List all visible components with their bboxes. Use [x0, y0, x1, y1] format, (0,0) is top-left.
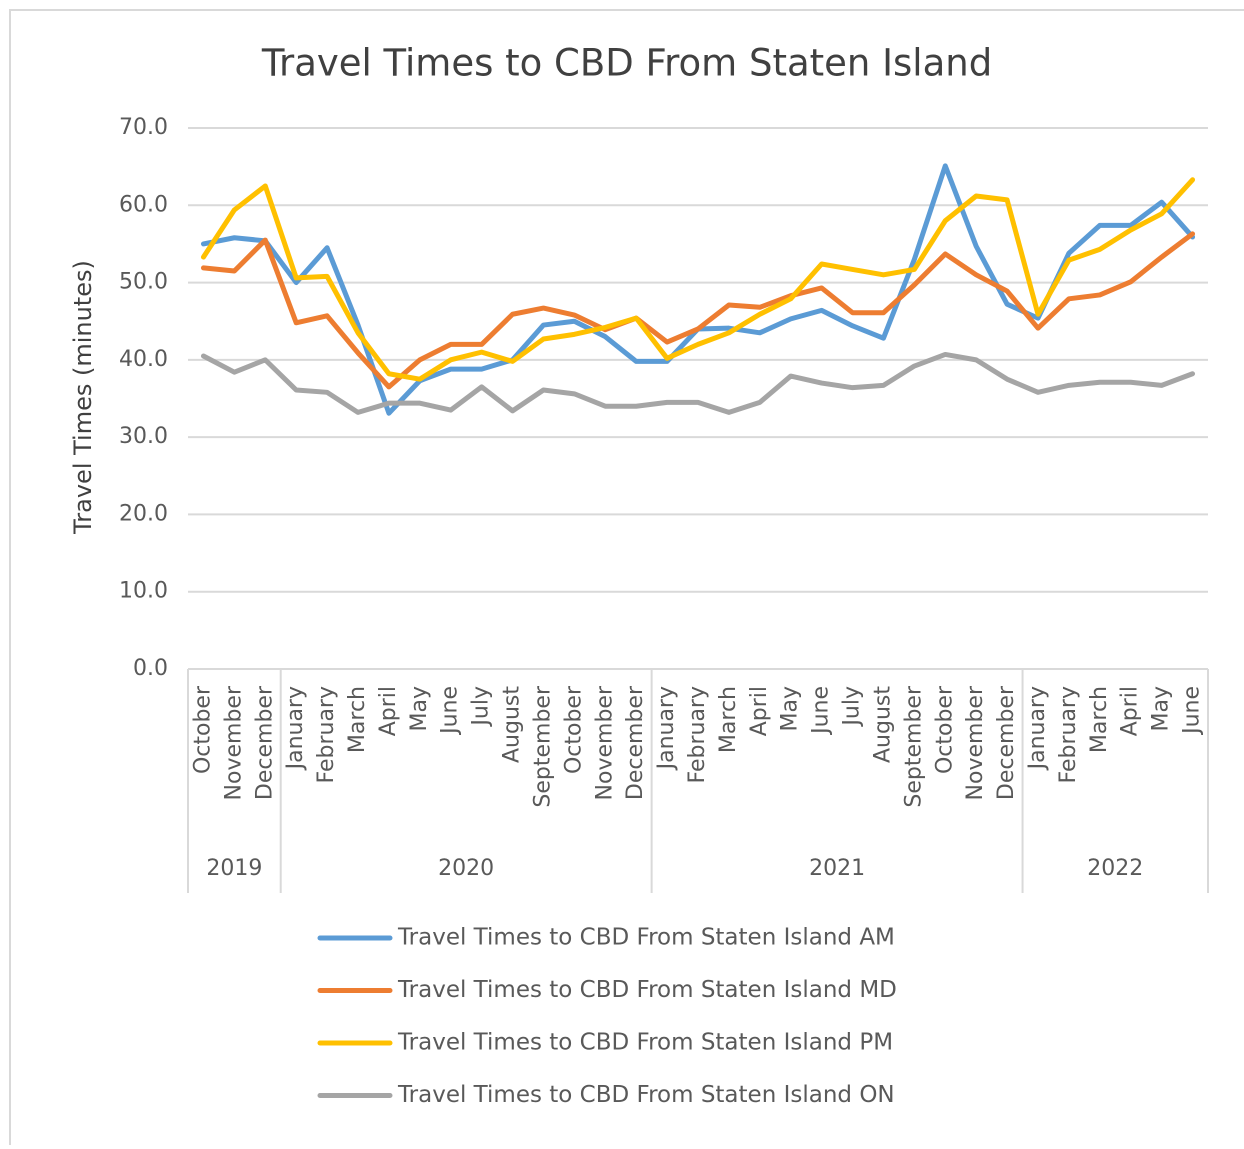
x-tick-label: November	[221, 685, 246, 800]
x-tick-label: December	[252, 685, 277, 800]
x-tick-label: April	[1118, 686, 1143, 736]
x-tick-label: February	[314, 686, 339, 784]
x-tick-label: October	[932, 685, 957, 774]
x-tick-label: November	[592, 685, 617, 800]
x-tick-label: May	[407, 686, 432, 731]
x-tick-label: December	[623, 685, 648, 800]
y-tick-label: 40.0	[119, 347, 168, 372]
x-tick-label: March	[345, 686, 370, 753]
series-line	[200, 351, 1196, 415]
series-line	[200, 231, 1196, 390]
x-tick-label: May	[1149, 686, 1174, 731]
y-tick-label: 30.0	[119, 424, 168, 449]
x-tick-label: March	[1087, 686, 1112, 753]
x-tick-label: May	[778, 686, 803, 731]
x-tick-label: September	[901, 685, 926, 808]
y-tick-label: 0.0	[133, 656, 168, 681]
x-tick-label: January	[1025, 686, 1050, 771]
y-tick-label: 50.0	[119, 270, 168, 295]
x-group-label: 2021	[809, 856, 865, 881]
x-tick-label: February	[1056, 686, 1081, 784]
x-tick-label: August	[500, 686, 525, 763]
x-tick-label: July	[840, 686, 865, 728]
x-tick-label: October	[561, 685, 586, 774]
chart-border	[9, 9, 1244, 1149]
x-tick-label: March	[716, 686, 741, 753]
y-axis-label: Travel Times (minutes)	[69, 260, 97, 535]
x-tick-label: June	[809, 686, 834, 736]
y-tick-label: 60.0	[119, 192, 168, 217]
y-tick-label: 70.0	[119, 115, 168, 140]
x-tick-label: April	[747, 686, 772, 736]
x-tick-label: July	[469, 686, 494, 728]
x-tick-label: January	[654, 686, 679, 771]
legend-label: Travel Times to CBD From Staten Island M…	[397, 977, 897, 1003]
legend-label: Travel Times to CBD From Staten Island O…	[397, 1082, 895, 1108]
x-tick-label: September	[530, 685, 555, 808]
x-tick-label: November	[963, 685, 988, 800]
legend-label: Travel Times to CBD From Staten Island P…	[397, 1030, 893, 1056]
x-tick-label: January	[283, 686, 308, 771]
x-group-label: 2020	[438, 856, 494, 881]
x-tick-label: April	[376, 686, 401, 736]
chart-title: Travel Times to CBD From Staten Island	[261, 42, 992, 85]
x-group-label: 2022	[1087, 856, 1143, 881]
x-tick-label: February	[685, 686, 710, 784]
legend-label: Travel Times to CBD From Staten Island A…	[397, 925, 895, 951]
x-tick-label: June	[1180, 686, 1205, 736]
series-line	[200, 177, 1196, 382]
x-group-label: 2019	[206, 856, 262, 881]
y-tick-label: 20.0	[119, 501, 168, 526]
x-tick-label: December	[994, 685, 1019, 800]
x-tick-label: October	[190, 685, 215, 774]
y-tick-label: 10.0	[119, 579, 168, 604]
x-tick-label: June	[438, 686, 463, 736]
x-tick-label: August	[870, 686, 895, 763]
